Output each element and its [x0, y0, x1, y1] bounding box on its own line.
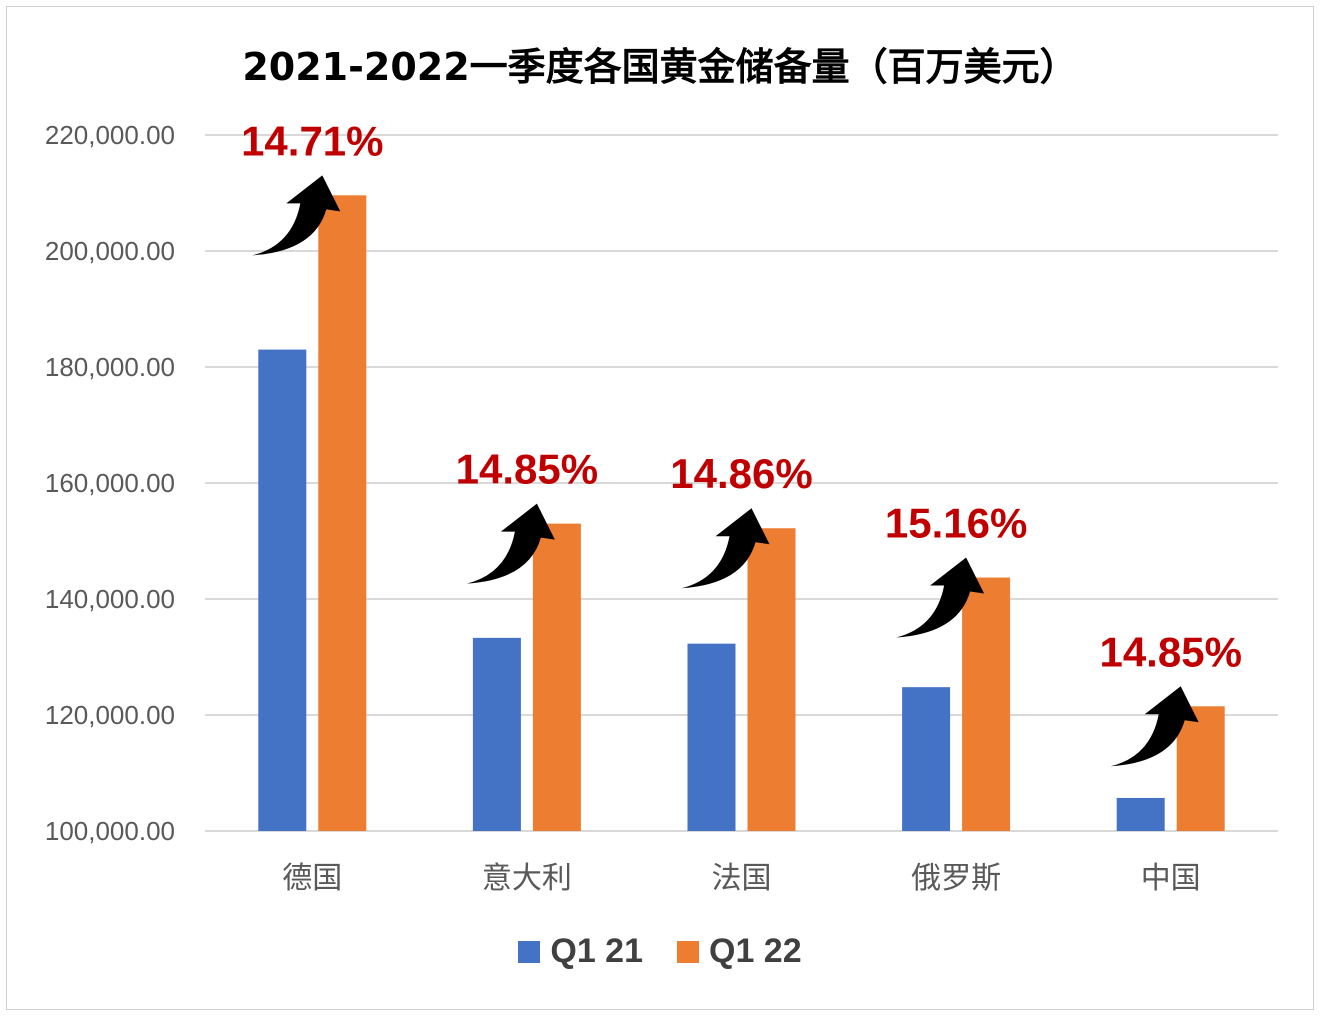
category-label: 俄罗斯	[911, 861, 1001, 896]
y-tick-label: 160,000.00	[45, 468, 175, 498]
legend-swatch-q1-21	[518, 940, 541, 963]
bar-q1-22	[318, 195, 367, 831]
legend-item-q1-22: Q1 22	[677, 932, 802, 971]
bar-q1-21	[472, 637, 521, 831]
x-axis-categories: 德国 意大利 法国 俄罗斯 中国	[282, 861, 1200, 896]
y-tick-label: 180,000.00	[45, 352, 175, 382]
legend-item-q1-21: Q1 21	[518, 932, 643, 971]
y-tick-label: 220,000.00	[45, 120, 175, 150]
legend: Q1 21 Q1 22	[0, 932, 1320, 971]
bar-q1-22	[1176, 706, 1225, 831]
bar-q1-22	[747, 528, 796, 831]
growth-arrow-icon	[896, 557, 985, 638]
bar-q1-21	[1116, 797, 1165, 831]
bar-q1-21	[902, 687, 951, 831]
growth-label: 14.85%	[456, 446, 598, 493]
growth-arrows	[252, 175, 1199, 767]
growth-label: 14.71%	[241, 117, 383, 164]
category-label: 意大利	[482, 861, 572, 896]
growth-label: 14.86%	[670, 450, 812, 497]
y-tick-label: 200,000.00	[45, 236, 175, 266]
legend-swatch-q1-22	[677, 940, 699, 963]
grid-lines	[205, 134, 1278, 832]
growth-label: 14.85%	[1099, 628, 1241, 675]
growth-arrow-icon	[1110, 686, 1199, 767]
growth-labels: 14.71% 14.85% 14.86% 15.16% 14.85%	[241, 117, 1242, 675]
y-tick-label: 100,000.00	[45, 816, 175, 846]
growth-arrow-icon	[252, 175, 341, 256]
category-label: 德国	[282, 861, 342, 896]
bar-q1-21	[687, 643, 736, 831]
y-axis-ticks: 100,000.00 120,000.00 140,000.00 160,000.00…	[45, 120, 175, 846]
chart-title: 2021-2022一季度各国黄金储备量（百万美元）	[242, 45, 1078, 89]
growth-arrow-icon	[681, 508, 770, 589]
category-label: 法国	[712, 861, 772, 896]
category-label: 中国	[1141, 861, 1201, 896]
y-tick-label: 120,000.00	[45, 700, 175, 730]
growth-arrow-icon	[466, 503, 555, 584]
y-tick-label: 140,000.00	[45, 584, 175, 614]
bar-q1-21	[258, 349, 307, 831]
legend-label-q1-21: Q1 21	[550, 932, 643, 970]
bar-q1-22	[962, 577, 1011, 831]
growth-label: 15.16%	[885, 500, 1027, 547]
chart-frame	[6, 6, 1314, 1010]
bar-q1-22	[532, 523, 581, 831]
legend-label-q1-22: Q1 22	[709, 932, 802, 970]
bars	[258, 195, 1225, 831]
